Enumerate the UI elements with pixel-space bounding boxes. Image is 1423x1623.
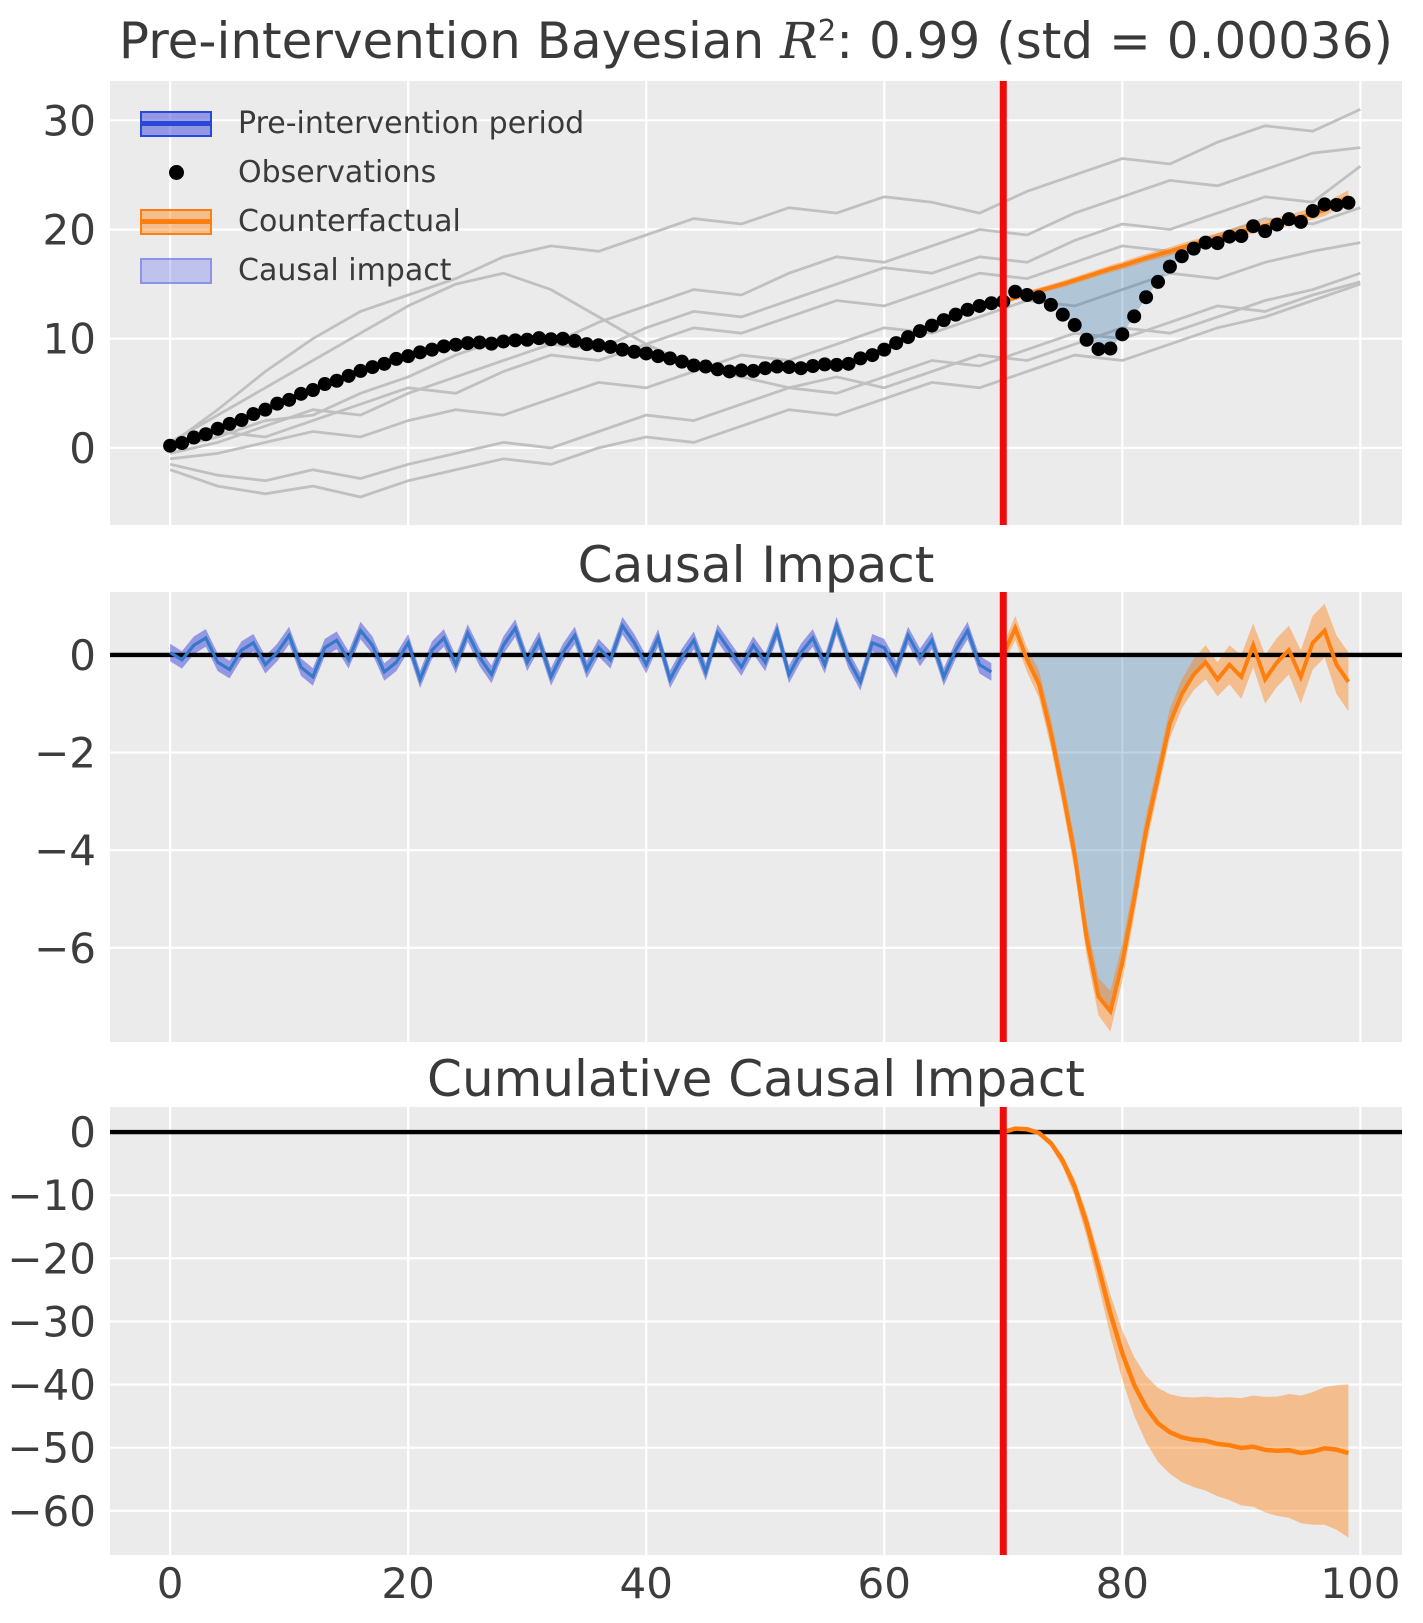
y-tick-label: 0 (69, 1108, 96, 1157)
x-tick-label: 0 (157, 1559, 184, 1608)
x-tick-label: 20 (381, 1559, 434, 1608)
legend-label: Observations (238, 155, 437, 190)
title-exponent: 2 (817, 13, 837, 48)
pre-impact-line (169, 620, 993, 686)
counterfactual-line-swatch (140, 219, 212, 224)
title-math-var: R (780, 12, 818, 70)
y-tick-label: 10 (43, 315, 96, 364)
causal-impact-fill (1027, 655, 1206, 1012)
y-tick-label: −4 (34, 826, 96, 875)
y-tick-label: 0 (69, 631, 96, 680)
y-tick-label: −40 (7, 1361, 96, 1410)
y-tick-label: 0 (69, 424, 96, 473)
x-tick-label: 100 (1320, 1559, 1400, 1608)
control-line (169, 108, 1361, 446)
y-tick-label: −10 (7, 1171, 96, 1220)
post-impact-band (1003, 603, 1349, 1032)
control-lines (169, 108, 1362, 499)
legend-item-observations: Observations (140, 148, 584, 197)
causal-impact-panel-plot-area (110, 592, 1402, 1042)
panel2-title: Causal Impact (577, 536, 935, 594)
control-line (169, 165, 1362, 455)
y-tick-label: 30 (43, 96, 96, 145)
x-tick-label: 60 (858, 1559, 911, 1608)
panel1-title: Pre-intervention Bayesian R2: 0.99 (std … (110, 14, 1402, 69)
legend-item-pre-intervention: Pre-intervention period (140, 99, 584, 148)
control-line (169, 282, 1361, 499)
causal-impact-patch-swatch (140, 257, 212, 284)
legend: Pre-intervention period Observations Cou… (140, 99, 584, 295)
y-tick-label: 20 (43, 206, 96, 255)
y-tick-label: −6 (34, 924, 96, 973)
x-tick-label: 80 (1096, 1559, 1149, 1608)
pre-intervention-panel (110, 81, 1402, 525)
cumulative-impact-panel (110, 1107, 1402, 1555)
panel3-title: Cumulative Causal Impact (427, 1050, 1085, 1108)
observations (163, 195, 1356, 453)
legend-label: Pre-intervention period (238, 106, 585, 141)
legend-label: Counterfactual (238, 204, 461, 239)
title-prefix: Pre-intervention Bayesian (118, 12, 781, 70)
observations-dot-swatch (168, 165, 184, 180)
observations-swatch-wrap (140, 165, 212, 180)
gridlines (110, 81, 1402, 525)
control-line (169, 271, 1361, 444)
title-suffix: : 0.99 (std = 0.00036) (836, 12, 1394, 70)
legend-label: Causal impact (238, 253, 452, 288)
pre-intervention-band-swatch (140, 110, 212, 137)
control-line (169, 146, 1361, 450)
y-tick-label: −2 (34, 729, 96, 778)
x-tick-label: 40 (619, 1559, 672, 1608)
cumulative-impact-panel-plot-area (110, 1107, 1402, 1555)
y-tick-label: −50 (7, 1424, 96, 1473)
control-line (169, 280, 1361, 483)
y-tick-label: −20 (7, 1234, 96, 1283)
control-line (169, 206, 1361, 448)
legend-item-counterfactual: Counterfactual (140, 197, 584, 246)
cumulative-line (1002, 1126, 1350, 1456)
post-impact-line (1001, 622, 1351, 1016)
counterfactual-band-swatch (140, 208, 212, 235)
y-tick-label: −30 (7, 1297, 96, 1346)
causal-impact-fill (1027, 231, 1242, 350)
legend-item-causal-impact: Causal impact (140, 246, 584, 295)
pre-intervention-line-swatch (140, 121, 212, 126)
causal-impact-panel (110, 592, 1402, 1042)
y-tick-label: −60 (7, 1487, 96, 1536)
control-line (169, 241, 1361, 461)
